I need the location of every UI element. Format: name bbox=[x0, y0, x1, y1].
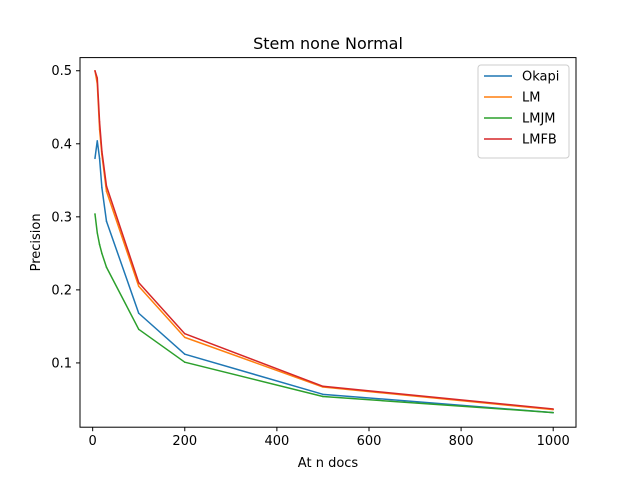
y-axis-title: Precision bbox=[29, 213, 44, 271]
data-point bbox=[94, 213, 96, 215]
x-axis: 0 200 400 600 800 1000 bbox=[89, 427, 570, 449]
data-point bbox=[98, 157, 101, 160]
data-point bbox=[101, 150, 103, 152]
legend-label: LM bbox=[522, 91, 540, 106]
x-tick-label: 200 bbox=[172, 434, 197, 449]
data-point bbox=[184, 332, 186, 335]
data-point bbox=[137, 328, 140, 331]
plot-frame bbox=[79, 57, 577, 428]
legend: Okapi LM LMJM LMFB bbox=[477, 64, 570, 159]
data-point bbox=[184, 336, 186, 339]
data-point bbox=[137, 312, 140, 314]
x-tick-label: 800 bbox=[449, 434, 474, 449]
data-point bbox=[96, 140, 99, 142]
data-point bbox=[105, 190, 108, 193]
y-axis: 0.1 0.2 0.3 0.4 0.5 bbox=[51, 64, 80, 371]
data-point bbox=[137, 285, 140, 287]
data-point bbox=[105, 220, 108, 222]
data-point bbox=[96, 77, 99, 79]
x-tick-label: 0 bbox=[89, 434, 97, 449]
y-tick-label: 0.3 bbox=[51, 210, 72, 225]
data-point bbox=[137, 281, 140, 284]
y-tick-label: 0.1 bbox=[51, 356, 72, 371]
data-point bbox=[322, 393, 324, 396]
x-tick-label: 400 bbox=[264, 434, 289, 449]
data-point bbox=[322, 395, 324, 398]
y-tick-label: 0.4 bbox=[51, 137, 72, 152]
data-point bbox=[98, 243, 101, 246]
plot-content bbox=[94, 70, 554, 414]
data-point bbox=[94, 70, 96, 72]
chart-title: Stem none Normal bbox=[253, 34, 403, 53]
data-point bbox=[184, 353, 186, 355]
x-tick-label: 600 bbox=[357, 434, 382, 449]
data-point bbox=[552, 408, 554, 410]
data-point bbox=[105, 266, 108, 268]
legend-label: Okapi bbox=[522, 70, 559, 85]
x-tick-label: 1000 bbox=[537, 434, 570, 449]
data-point bbox=[322, 385, 324, 388]
data-point bbox=[101, 252, 103, 255]
y-tick-label: 0.5 bbox=[51, 64, 72, 79]
data-point bbox=[98, 121, 101, 123]
y-tick-label: 0.2 bbox=[51, 283, 72, 298]
legend-label: LMJM bbox=[522, 112, 556, 127]
data-point bbox=[184, 361, 186, 363]
data-point bbox=[94, 157, 96, 160]
legend-box bbox=[477, 64, 570, 159]
x-axis-title: At n docs bbox=[298, 456, 359, 471]
data-point bbox=[96, 232, 99, 234]
data-point bbox=[552, 411, 554, 414]
data-point bbox=[101, 186, 103, 189]
data-point bbox=[105, 185, 108, 187]
legend-label: LMFB bbox=[522, 133, 557, 148]
